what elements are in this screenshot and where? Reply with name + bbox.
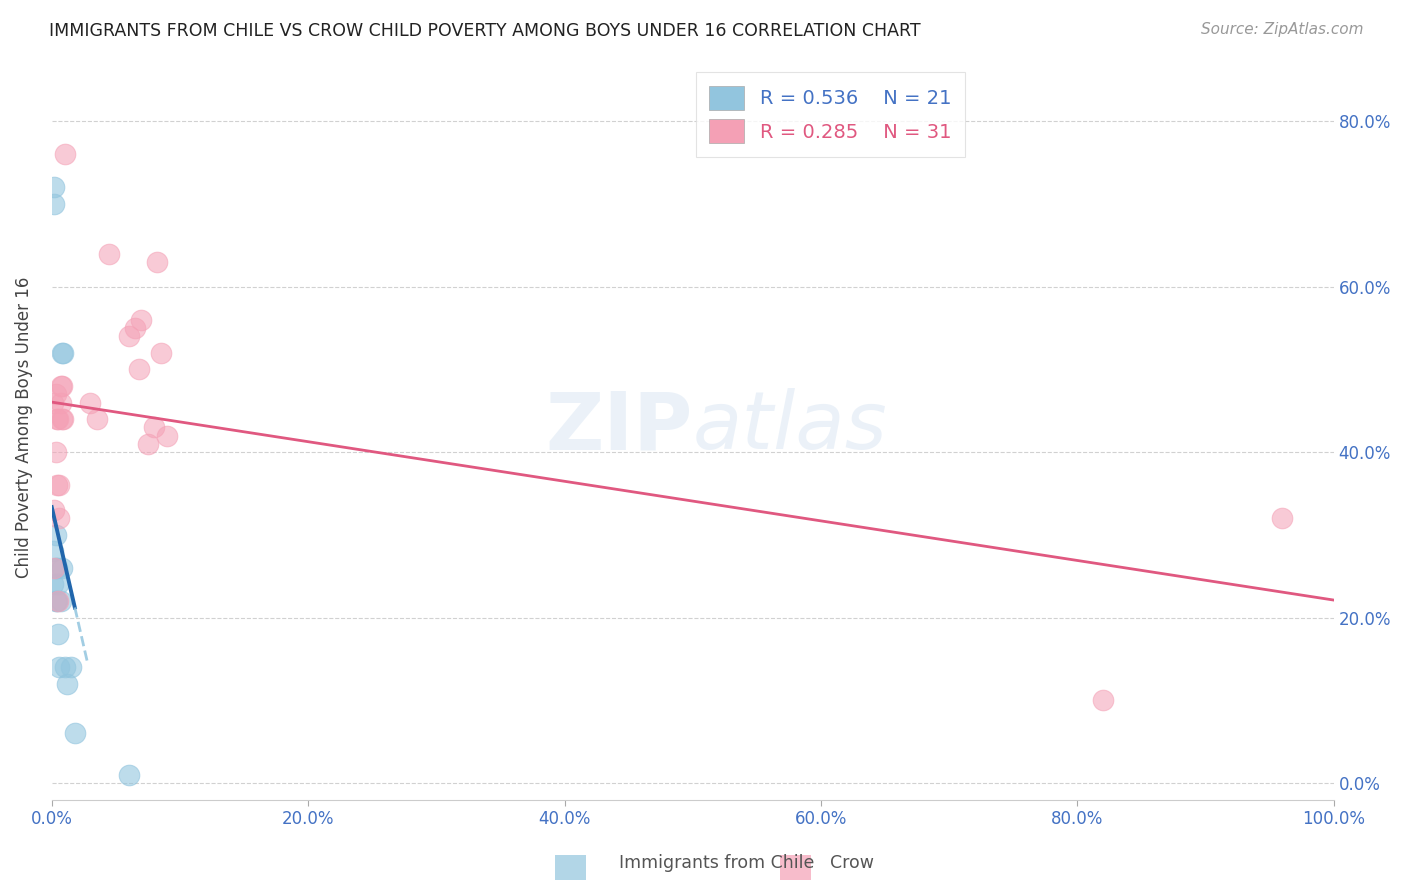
Point: [59, 660, 82, 674]
Point: [143, 420, 166, 434]
Point: [45, 561, 67, 575]
Y-axis label: Child Poverty Among Boys Under 16: Child Poverty Among Boys Under 16: [15, 277, 32, 578]
Point: [53, 147, 76, 161]
Point: [118, 329, 141, 343]
Point: [149, 346, 172, 360]
Point: [46, 627, 69, 641]
Point: [128, 362, 150, 376]
Text: atlas: atlas: [693, 388, 887, 467]
Point: [48, 511, 70, 525]
Legend: R = 0.536    N = 21, R = 0.285    N = 31: R = 0.536 N = 21, R = 0.285 N = 31: [696, 72, 965, 157]
Point: [45, 478, 67, 492]
Text: IMMIGRANTS FROM CHILE VS CROW CHILD POVERTY AMONG BOYS UNDER 16 CORRELATION CHAR: IMMIGRANTS FROM CHILE VS CROW CHILD POVE…: [49, 22, 921, 40]
Point: [98, 246, 121, 260]
Text: Crow: Crow: [830, 855, 873, 872]
Point: [46, 577, 69, 591]
Point: [45, 594, 67, 608]
Point: [118, 768, 141, 782]
Point: [44, 180, 66, 194]
Point: [56, 677, 79, 691]
Point: [51, 346, 73, 360]
Point: [131, 313, 153, 327]
Point: [46, 412, 69, 426]
Point: [46, 594, 69, 608]
Point: [45, 594, 67, 608]
Text: Source: ZipAtlas.com: Source: ZipAtlas.com: [1201, 22, 1364, 37]
Point: [1091, 693, 1114, 707]
Point: [45, 445, 67, 459]
Point: [45, 412, 67, 426]
Point: [146, 255, 169, 269]
Text: Immigrants from Chile: Immigrants from Chile: [619, 855, 814, 872]
Point: [42, 577, 65, 591]
Point: [48, 660, 70, 674]
Point: [49, 594, 72, 608]
Text: ZIP: ZIP: [546, 388, 693, 467]
Point: [1271, 511, 1294, 525]
Point: [79, 395, 101, 409]
Point: [45, 387, 67, 401]
Point: [42, 395, 65, 409]
Point: [44, 561, 66, 575]
Point: [52, 412, 75, 426]
Point: [156, 428, 179, 442]
Point: [44, 197, 66, 211]
Point: [49, 379, 72, 393]
Point: [45, 528, 67, 542]
Point: [136, 437, 159, 451]
Point: [63, 726, 86, 740]
Point: [42, 544, 65, 558]
Point: [86, 412, 108, 426]
Point: [51, 561, 73, 575]
Point: [124, 321, 146, 335]
Point: [52, 346, 75, 360]
Point: [45, 561, 67, 575]
Point: [51, 379, 73, 393]
Point: [49, 395, 72, 409]
Point: [44, 503, 66, 517]
Point: [48, 478, 70, 492]
Point: [51, 412, 73, 426]
Point: [53, 660, 76, 674]
